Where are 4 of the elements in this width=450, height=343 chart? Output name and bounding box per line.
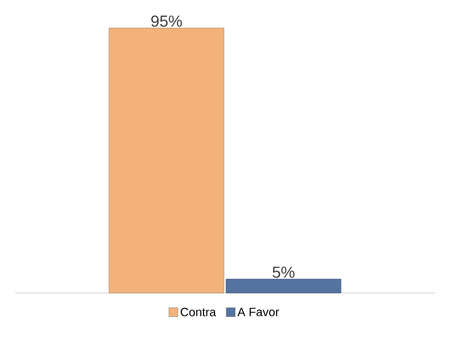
data-label: 5% — [272, 266, 294, 278]
data-label: 95% — [151, 16, 182, 27]
legend-label: A Favor — [237, 308, 280, 316]
legend-label: Contra — [180, 308, 216, 316]
